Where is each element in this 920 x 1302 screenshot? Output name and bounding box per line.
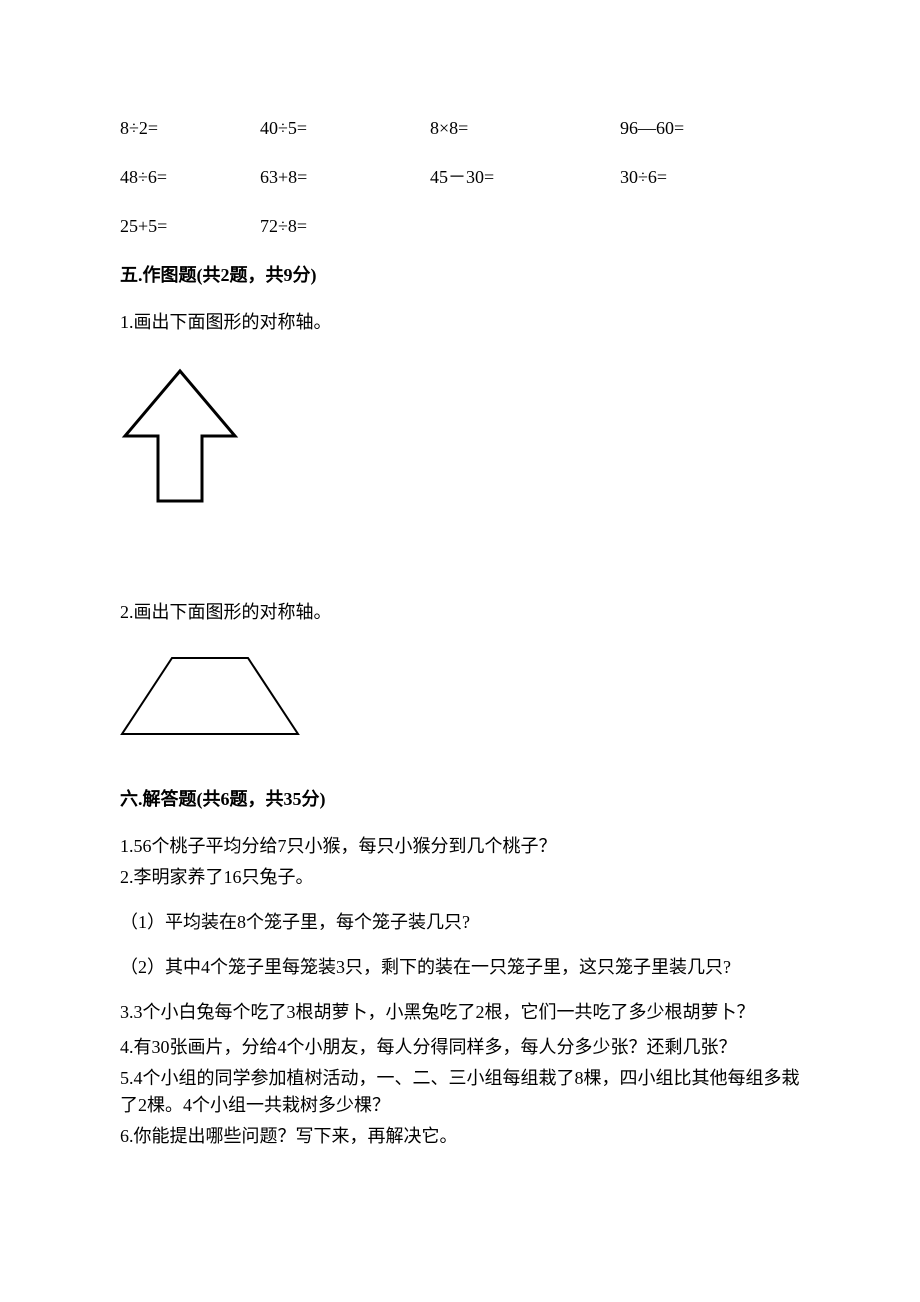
equation-cell: 40÷5= — [260, 115, 430, 142]
trapezoid-icon — [120, 656, 300, 738]
equation-row: 25+5= 72÷8= — [120, 213, 800, 240]
document-page: 8÷2= 40÷5= 8×8= 96—60= 48÷6= 63+8= 45－30… — [0, 0, 920, 1302]
equation-row: 8÷2= 40÷5= 8×8= 96—60= — [120, 115, 800, 142]
equation-cell: 96—60= — [620, 115, 684, 142]
equation-cell: 8÷2= — [120, 115, 260, 142]
section6-q4: 4.有30张画片，分给4个小朋友，每人分得同样多，每人分多少张？还剩几张？ — [120, 1034, 800, 1061]
section6-q2a: 2.李明家养了16只兔子。 — [120, 864, 800, 891]
equation-cell: 30÷6= — [620, 164, 667, 191]
equation-cell: 8×8= — [430, 115, 620, 142]
equation-cell: 48÷6= — [120, 164, 260, 191]
section6-q2c: （2）其中4个笼子里每笼装3只，剩下的装在一只笼子里，这只笼子里装几只? — [120, 954, 800, 981]
section6-q2b: （1）平均装在8个笼子里，每个笼子装几只? — [120, 909, 800, 936]
equation-cell — [430, 213, 620, 240]
equation-cell: 63+8= — [260, 164, 430, 191]
arrow-up-icon — [120, 366, 240, 506]
section6-header: 六.解答题(共6题，共35分) — [120, 786, 800, 813]
section5-q1: 1.画出下面图形的对称轴。 — [120, 309, 800, 336]
arrow-shape — [125, 371, 235, 501]
section6-q3: 3.3个小白兔每个吃了3根胡萝卜，小黑兔吃了2根，它们一共吃了多少根胡萝卜？ — [120, 999, 800, 1026]
section6-q6: 6.你能提出哪些问题？写下来，再解决它。 — [120, 1123, 800, 1150]
arrow-figure — [120, 366, 800, 514]
trapezoid-shape — [122, 658, 298, 734]
section5-q2: 2.画出下面图形的对称轴。 — [120, 599, 800, 626]
section6-q1: 1.56个桃子平均分给7只小猴，每只小猴分到几个桃子？ — [120, 833, 800, 860]
equation-cell: 72÷8= — [260, 213, 430, 240]
equation-cell: 25+5= — [120, 213, 260, 240]
section6-q5: 5.4个小组的同学参加植树活动，一、二、三小组每组栽了8棵，四小组比其他每组多栽… — [120, 1065, 800, 1119]
trapezoid-figure — [120, 656, 800, 746]
section5-header: 五.作图题(共2题，共9分) — [120, 262, 800, 289]
equation-cell: 45－30= — [430, 164, 620, 191]
equation-row: 48÷6= 63+8= 45－30= 30÷6= — [120, 164, 800, 191]
